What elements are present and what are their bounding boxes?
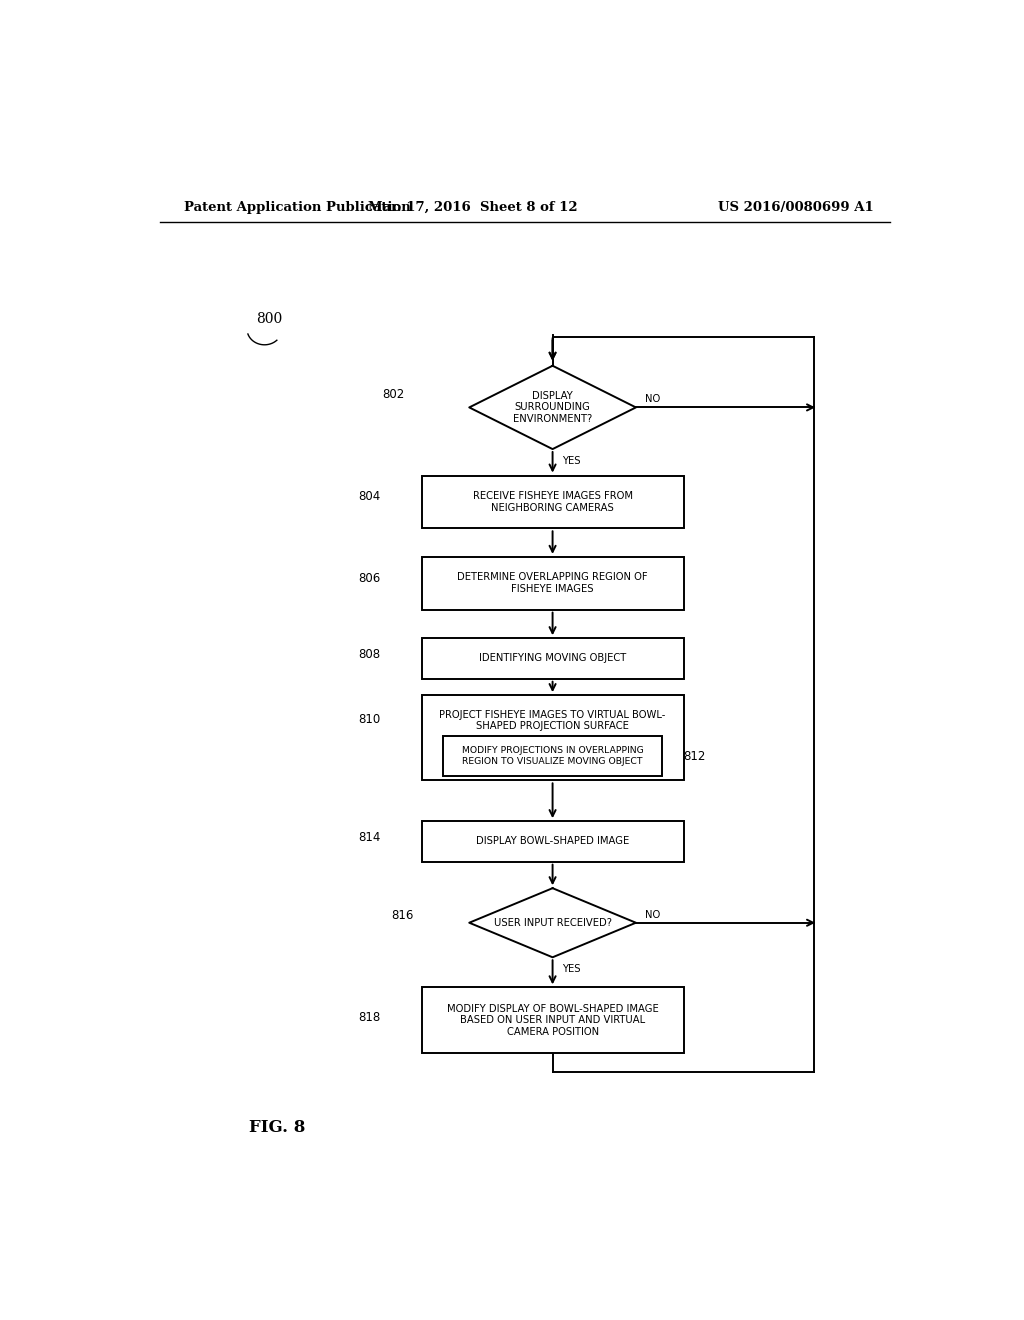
Text: 804: 804 xyxy=(358,490,380,503)
Text: US 2016/0080699 A1: US 2016/0080699 A1 xyxy=(718,201,873,214)
Text: FIG. 8: FIG. 8 xyxy=(249,1118,305,1135)
Text: NO: NO xyxy=(645,909,660,920)
Text: NO: NO xyxy=(645,395,660,404)
Text: RECEIVE FISHEYE IMAGES FROM
NEIGHBORING CAMERAS: RECEIVE FISHEYE IMAGES FROM NEIGHBORING … xyxy=(473,491,633,512)
Text: Mar. 17, 2016  Sheet 8 of 12: Mar. 17, 2016 Sheet 8 of 12 xyxy=(369,201,578,214)
Bar xyxy=(422,557,684,610)
Text: YES: YES xyxy=(562,457,581,466)
Text: 808: 808 xyxy=(358,648,380,661)
Text: 810: 810 xyxy=(358,713,380,726)
Text: 818: 818 xyxy=(358,1011,380,1024)
Text: USER INPUT RECEIVED?: USER INPUT RECEIVED? xyxy=(494,917,611,928)
Bar xyxy=(443,735,662,776)
Text: 800: 800 xyxy=(257,312,283,326)
Text: 812: 812 xyxy=(684,750,706,763)
Bar xyxy=(422,696,684,780)
Text: 806: 806 xyxy=(358,572,380,585)
Text: YES: YES xyxy=(562,965,581,974)
Bar xyxy=(422,821,684,862)
Text: 814: 814 xyxy=(358,830,380,843)
Text: DISPLAY BOWL-SHAPED IMAGE: DISPLAY BOWL-SHAPED IMAGE xyxy=(476,837,629,846)
Bar xyxy=(422,987,684,1053)
Text: DETERMINE OVERLAPPING REGION OF
FISHEYE IMAGES: DETERMINE OVERLAPPING REGION OF FISHEYE … xyxy=(458,573,648,594)
Text: 802: 802 xyxy=(382,388,404,401)
Text: IDENTIFYING MOVING OBJECT: IDENTIFYING MOVING OBJECT xyxy=(479,653,627,664)
Bar xyxy=(422,638,684,678)
Text: MODIFY PROJECTIONS IN OVERLAPPING
REGION TO VISUALIZE MOVING OBJECT: MODIFY PROJECTIONS IN OVERLAPPING REGION… xyxy=(462,746,643,766)
Bar xyxy=(422,475,684,528)
Text: PROJECT FISHEYE IMAGES TO VIRTUAL BOWL-
SHAPED PROJECTION SURFACE: PROJECT FISHEYE IMAGES TO VIRTUAL BOWL- … xyxy=(439,710,666,731)
Text: MODIFY DISPLAY OF BOWL-SHAPED IMAGE
BASED ON USER INPUT AND VIRTUAL
CAMERA POSIT: MODIFY DISPLAY OF BOWL-SHAPED IMAGE BASE… xyxy=(446,1003,658,1038)
Text: DISPLAY
SURROUNDING
ENVIRONMENT?: DISPLAY SURROUNDING ENVIRONMENT? xyxy=(513,391,592,424)
Text: 816: 816 xyxy=(391,909,414,923)
Text: Patent Application Publication: Patent Application Publication xyxy=(183,201,411,214)
